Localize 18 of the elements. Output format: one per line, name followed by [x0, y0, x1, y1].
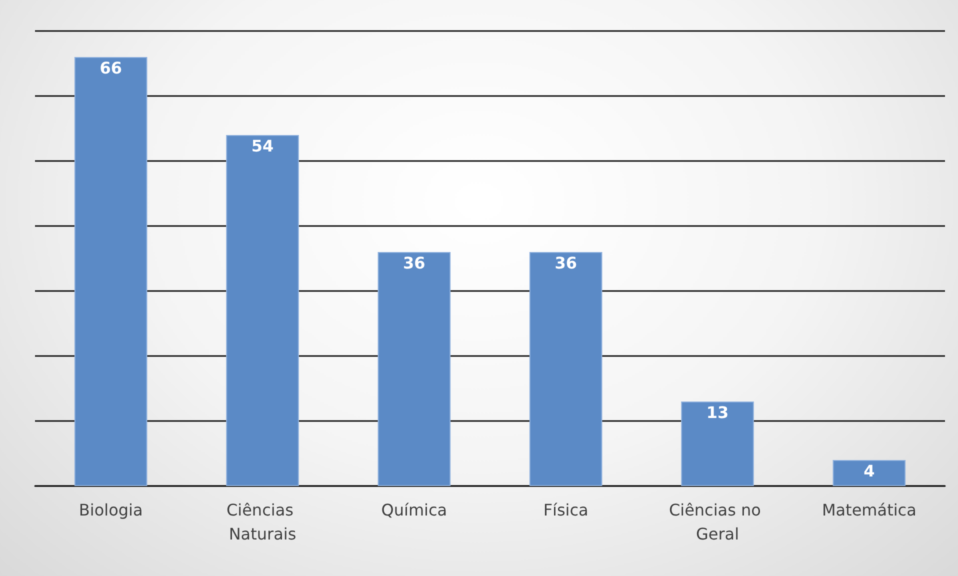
data-label: 36 [403, 254, 426, 272]
bar [681, 402, 754, 486]
x-tick-label: Ciências Naturais [226, 500, 299, 544]
x-tick-label: Química [381, 500, 448, 520]
data-label: 66 [100, 58, 122, 78]
x-tick-label: Matemática [822, 500, 916, 520]
x-tick-label: Biologia [78, 500, 143, 520]
x-tick-label: Ciências no Geral [668, 500, 766, 544]
bar [74, 57, 148, 486]
bar [832, 460, 906, 486]
bar [226, 135, 299, 486]
bar [529, 252, 602, 486]
data-label: 54 [251, 136, 274, 156]
bar [378, 252, 451, 486]
data-label: 13 [706, 403, 729, 422]
data-label: 4 [864, 462, 875, 480]
x-tick-label: Física [543, 500, 588, 520]
data-label: 36 [554, 254, 577, 272]
